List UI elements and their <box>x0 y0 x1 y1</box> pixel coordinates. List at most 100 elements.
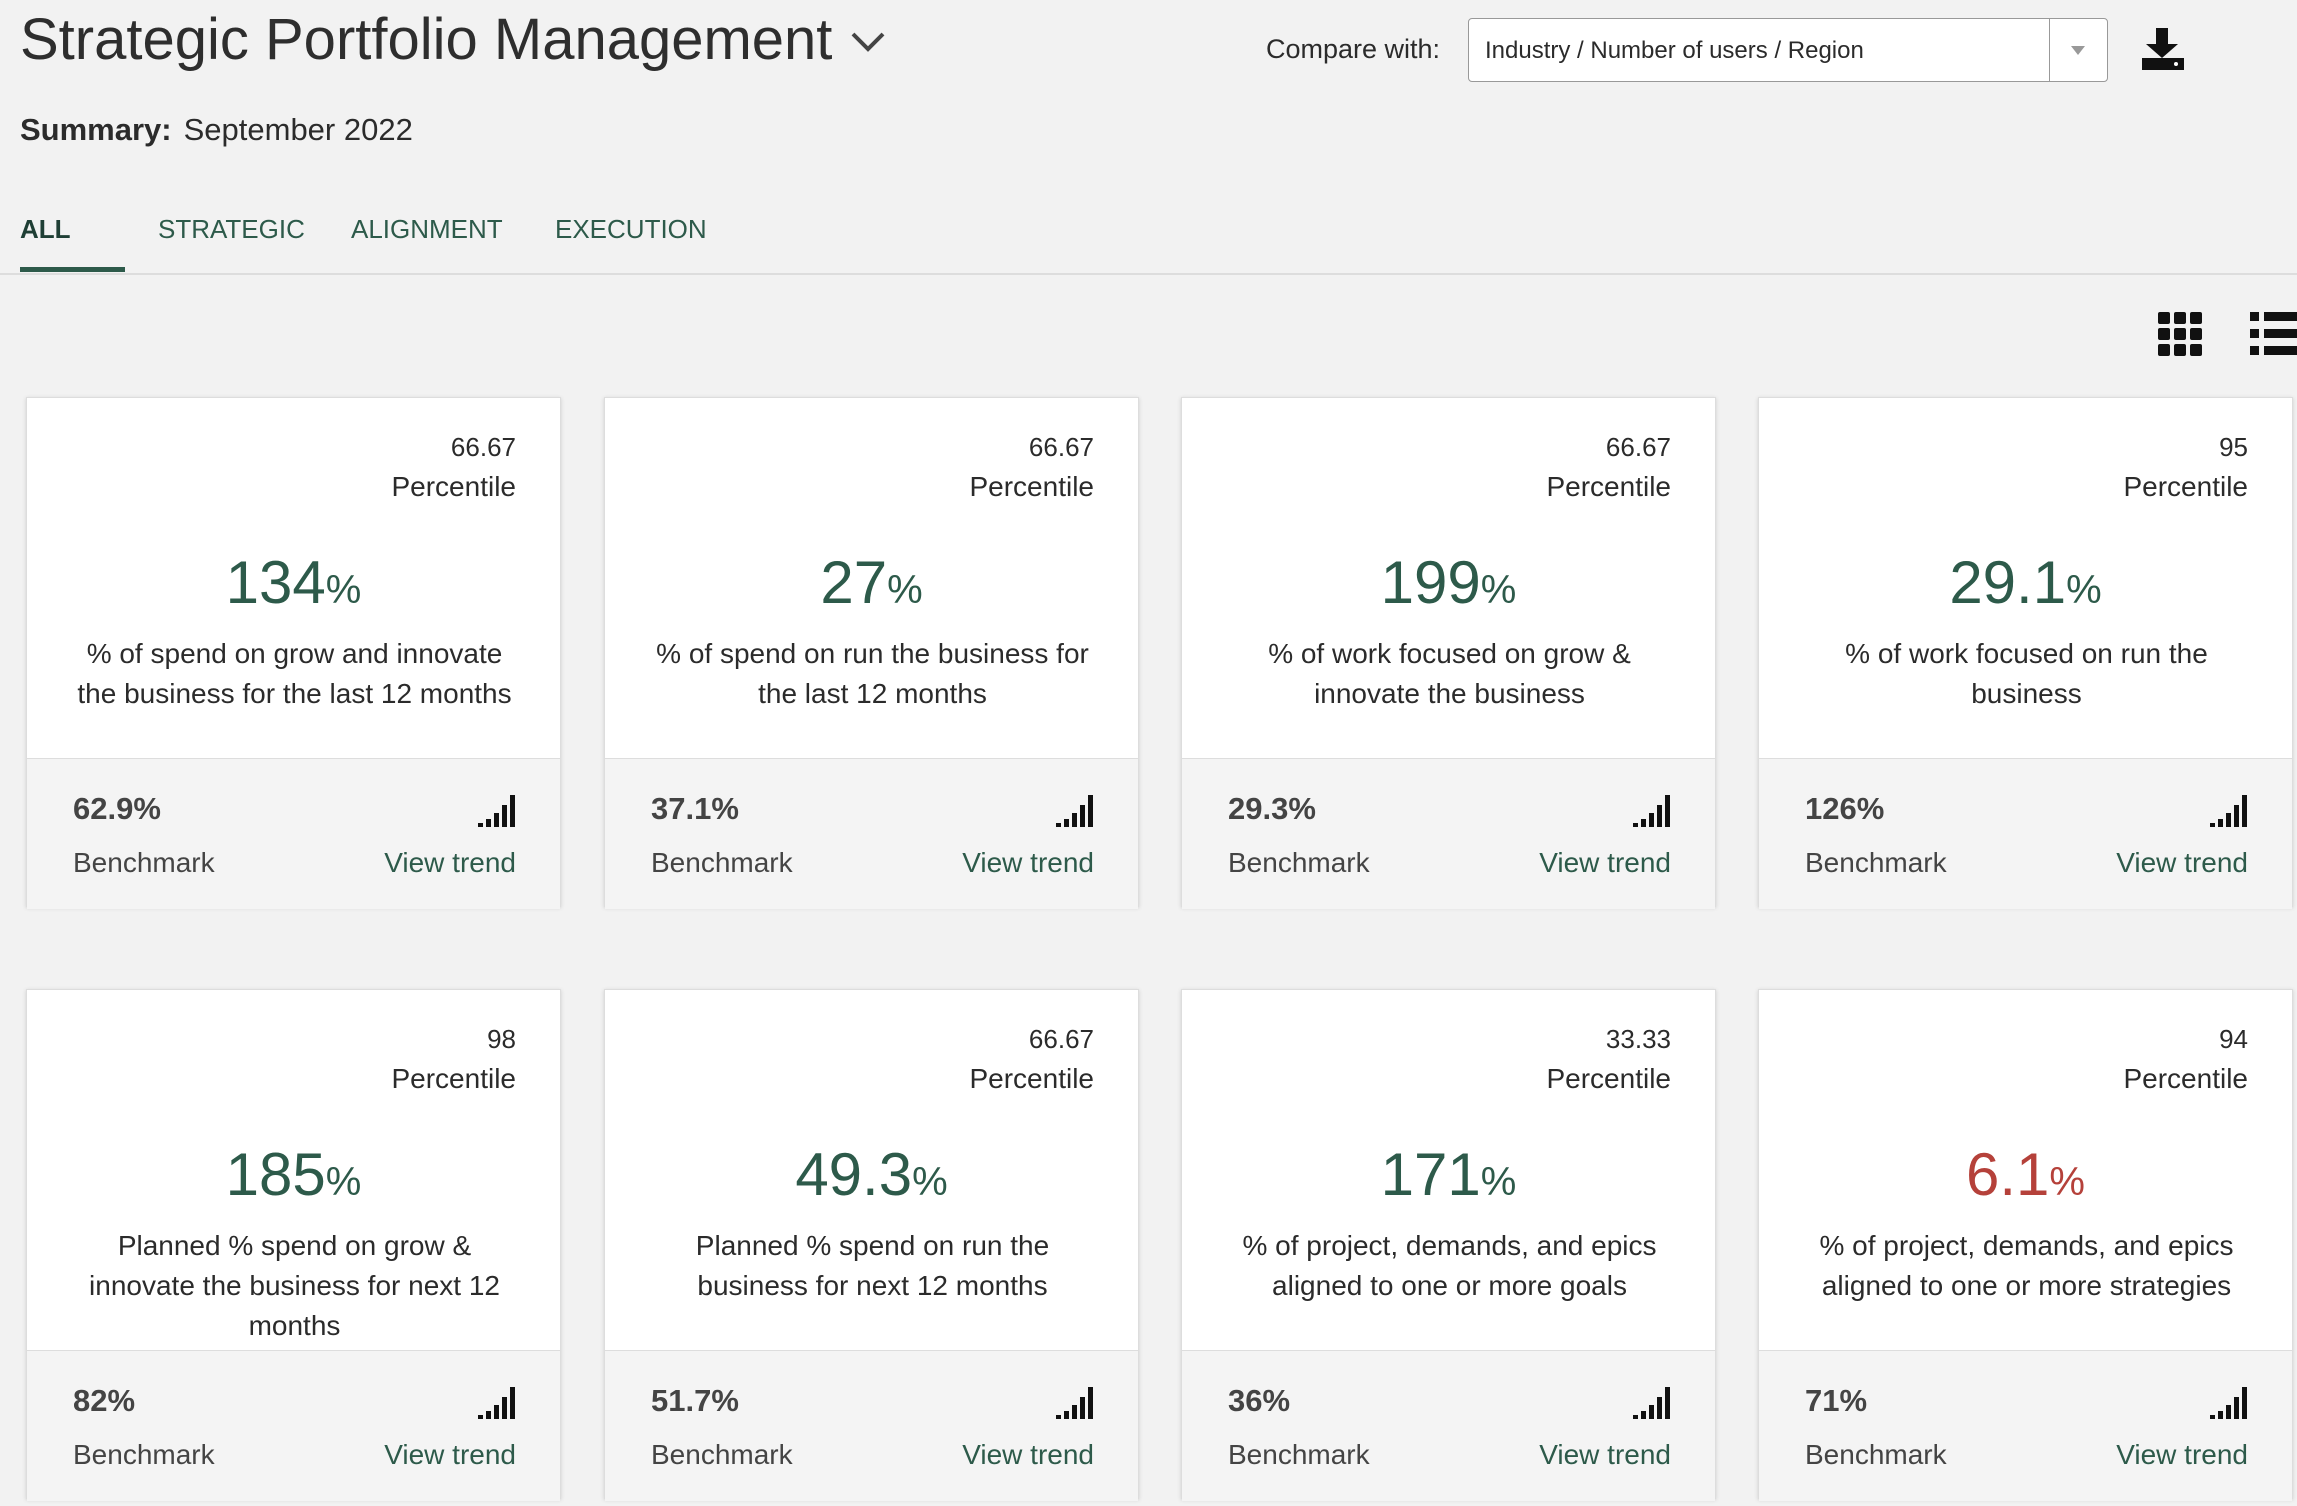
percentile-value: 66.67 <box>1605 432 1671 462</box>
metric-value: 185% <box>27 1140 560 1209</box>
compare-dropdown[interactable]: Industry / Number of users / Region <box>1468 18 2108 82</box>
signal-icon <box>1056 1387 1093 1419</box>
percentile-label: Percentile <box>391 471 516 502</box>
view-trend-link[interactable]: View trend <box>384 1439 516 1470</box>
compare-value: Industry / Number of users / Region <box>1485 37 1864 64</box>
list-view-button[interactable] <box>2250 312 2297 358</box>
metric-unit: % <box>2049 1160 2085 1204</box>
metric-number: 199 <box>1380 549 1481 616</box>
summary-value: September 2022 <box>183 112 413 147</box>
metric-description: Planned % spend on run the business for … <box>695 1230 1050 1301</box>
card-footer: 29.3% Benchmark View trend <box>1182 758 1715 909</box>
card-footer: 82% Benchmark View trend <box>27 1350 560 1501</box>
benchmark-label: Benchmark <box>73 1439 215 1470</box>
percentile-value: 95 <box>2219 432 2248 462</box>
metric-description: % of project, demands, and epics aligned… <box>1819 1230 2234 1301</box>
view-trend-link[interactable]: View trend <box>2116 1439 2248 1470</box>
tab-underline <box>20 267 125 272</box>
metric-value: 134% <box>27 548 560 617</box>
signal <box>478 1387 516 1424</box>
dropdown-arrow <box>2071 46 2085 55</box>
summary: Summary: September 2022 <box>20 112 413 148</box>
metric-number: 27 <box>820 549 888 616</box>
benchmark-label: Benchmark <box>1805 847 1947 878</box>
metric-value: 6.1% <box>1759 1140 2292 1209</box>
view-trend-link[interactable]: View trend <box>962 847 1094 878</box>
metric-value: 27% <box>605 548 1138 617</box>
benchmark-value: 36% <box>1228 1383 1291 1418</box>
download-button[interactable] <box>2140 26 2186 72</box>
grid-view-button[interactable] <box>2158 312 2204 358</box>
signal <box>478 795 516 832</box>
percentile-label: Percentile <box>2123 1063 2248 1094</box>
percentile-value: 66.67 <box>1028 1024 1094 1054</box>
signal <box>1056 795 1094 832</box>
metric-number: 185 <box>225 1141 326 1208</box>
benchmark-label: Benchmark <box>1228 1439 1370 1470</box>
view-trend-link[interactable]: View trend <box>2116 847 2248 878</box>
signal <box>2210 1387 2248 1424</box>
metric-card: 66.67 Percentile 199% % of work focused on … <box>1181 397 1716 909</box>
signal <box>1633 795 1671 832</box>
metric-unit: % <box>325 568 362 612</box>
benchmark-value: 126% <box>1805 791 1885 826</box>
metric-number: 29.1 <box>1949 549 2067 616</box>
metric-value: 171% <box>1182 1140 1715 1209</box>
percentile-value: 66.67 <box>450 432 516 462</box>
signal-icon <box>478 1387 515 1419</box>
view-trend-link[interactable]: View trend <box>1539 847 1671 878</box>
metric-unit: % <box>325 1160 362 1204</box>
metric-description: Planned % spend on grow & innovate the b… <box>89 1230 500 1341</box>
card-footer: 62.9% Benchmark View trend <box>27 758 560 909</box>
metric-card: 66.67 Percentile 27% % of spend on run the … <box>604 397 1139 909</box>
percentile-label: Percentile <box>969 1063 1094 1094</box>
metric-value: 199% <box>1182 548 1715 617</box>
percentile-value: 94 <box>2219 1024 2248 1054</box>
benchmark-value: 29.3% <box>1228 791 1316 826</box>
percentile-label: Percentile <box>2123 471 2248 502</box>
metric-value: 29.1% <box>1759 548 2292 617</box>
metric-unit: % <box>2066 568 2102 612</box>
tab[interactable]: ALL <box>20 214 71 244</box>
view-trend-link[interactable]: View trend <box>384 847 516 878</box>
signal-icon <box>2210 1387 2247 1419</box>
metric-unit: % <box>887 568 923 612</box>
signal-icon <box>478 795 515 827</box>
benchmark-value: 51.7% <box>651 1383 739 1418</box>
percentile-label: Percentile <box>1546 1063 1671 1094</box>
signal <box>2210 795 2248 832</box>
card-footer: 51.7% Benchmark View trend <box>605 1350 1138 1501</box>
card-footer: 71% Benchmark View trend <box>1759 1350 2292 1501</box>
benchmark-label: Benchmark <box>651 847 793 878</box>
metric-number: 6.1 <box>1966 1141 2050 1208</box>
metric-description: % of work focused on run the business <box>1845 638 2208 709</box>
signal <box>1633 1387 1671 1424</box>
title-chevron[interactable] <box>850 30 886 54</box>
metric-card: 94 Percentile 6.1% % of project, demands, a… <box>1758 989 2293 1501</box>
percentile-label: Percentile <box>391 1063 516 1094</box>
benchmark-label: Benchmark <box>651 1439 793 1470</box>
benchmark-value: 71% <box>1805 1383 1868 1418</box>
metric-unit: % <box>1480 1160 1517 1204</box>
tab[interactable]: EXECUTION <box>555 214 707 244</box>
view-trend-link[interactable]: View trend <box>1539 1439 1671 1470</box>
percentile-value: 66.67 <box>1028 432 1094 462</box>
metric-card: 66.67 Percentile 134% % of spend on grow an… <box>26 397 561 909</box>
metric-number: 49.3 <box>795 1141 913 1208</box>
percentile-value: 33.33 <box>1605 1024 1671 1054</box>
signal <box>1056 1387 1094 1424</box>
tab-divider <box>0 273 2297 275</box>
view-trend-link[interactable]: View trend <box>962 1439 1094 1470</box>
metric-unit: % <box>912 1160 948 1204</box>
tab[interactable]: ALIGNMENT <box>351 214 503 244</box>
benchmark-label: Benchmark <box>1805 1439 1947 1470</box>
metric-card: 95 Percentile 29.1% % of work focused on ru… <box>1758 397 2293 909</box>
metric-card: 33.33 Percentile 171% % of project, demands… <box>1181 989 1716 1501</box>
dropdown-separator <box>2049 19 2050 81</box>
metric-value: 49.3% <box>605 1140 1138 1209</box>
tab[interactable]: STRATEGIC <box>158 214 305 244</box>
signal-icon <box>1633 1387 1670 1419</box>
metric-description: % of work focused on grow & innovate the… <box>1268 638 1631 709</box>
metric-card: 98 Percentile 185% Planned % spend on grow … <box>26 989 561 1501</box>
benchmark-label: Benchmark <box>73 847 215 878</box>
